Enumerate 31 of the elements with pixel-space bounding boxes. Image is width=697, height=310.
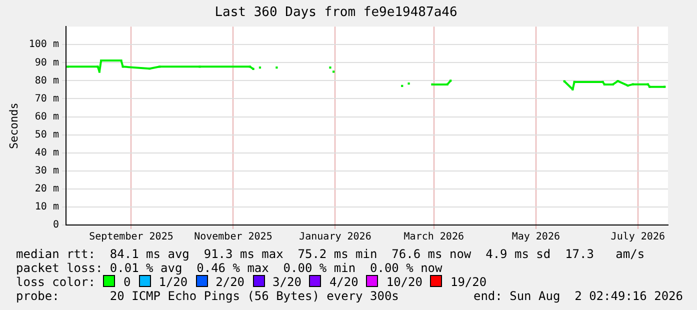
y-tick-label: 90 m [34,57,59,68]
text: 2/20 [216,275,245,289]
x-tick-label: September 2025 [89,232,174,243]
y-tick-label: 10 m [34,202,59,213]
x-tick-label: May 2026 [512,232,560,243]
text: 19/20 [450,275,487,289]
y-tick-label: 40 m [34,147,59,158]
text: 1/20 [158,275,188,289]
y-axis-title: Seconds [7,102,20,149]
text: 0 [123,275,131,289]
text: loss color: [16,275,96,289]
chart-title: Last 360 Days from fe9e19487a46 [214,5,458,20]
text: 3/20 [272,275,302,289]
y-tick-label: 100 m [28,39,59,50]
text: 4/20 [329,275,358,289]
y-tick-label: 0 [52,220,59,231]
text: 10/20 [386,275,422,289]
y-tick-label: 80 m [34,75,59,86]
text: median rtt: 84.1 ms avg 91.3 ms max 75.2 ms min 76.6 ms now 4.9 ms sd 17.3 am/s [16,247,645,261]
y-tick-label: 60 m [34,111,59,122]
x-tick-label: March 2026 [404,232,464,243]
text: packet loss: 0.01 % avg 0.46 % max 0.00 % min 0.00 % now [16,261,442,275]
y-tick-label: 20 m [34,184,59,195]
x-tick-label: January 2026 [299,232,372,243]
y-tick-label: 30 m [34,165,59,176]
y-tick-label: 70 m [34,93,59,104]
x-tick-label: November 2025 [194,232,272,243]
text: probe: 20 ICMP Echo Pings (56 Bytes) every 300s [16,289,399,303]
y-tick-label: 50 m [34,129,59,140]
x-tick-label: July 2026 [610,232,665,243]
text: end: Sun Aug 2 02:49:16 2026 [473,289,683,303]
